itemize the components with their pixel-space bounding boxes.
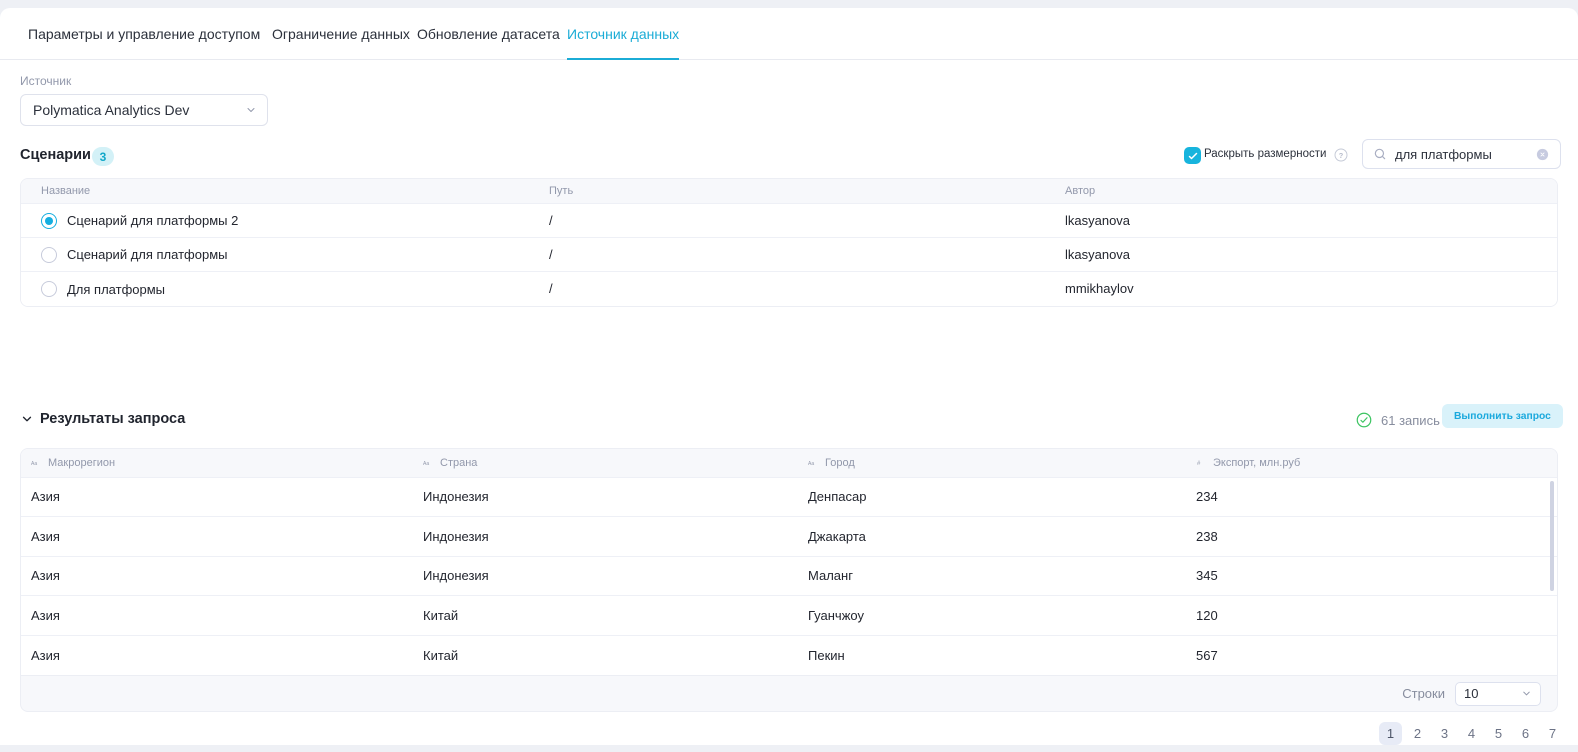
svg-text:Aa: Aa	[31, 461, 37, 467]
svg-text:?: ?	[1339, 151, 1344, 160]
svg-text:#: #	[1197, 461, 1201, 467]
svg-text:Aa: Aa	[808, 461, 814, 467]
svg-text:Aa: Aa	[423, 461, 429, 467]
